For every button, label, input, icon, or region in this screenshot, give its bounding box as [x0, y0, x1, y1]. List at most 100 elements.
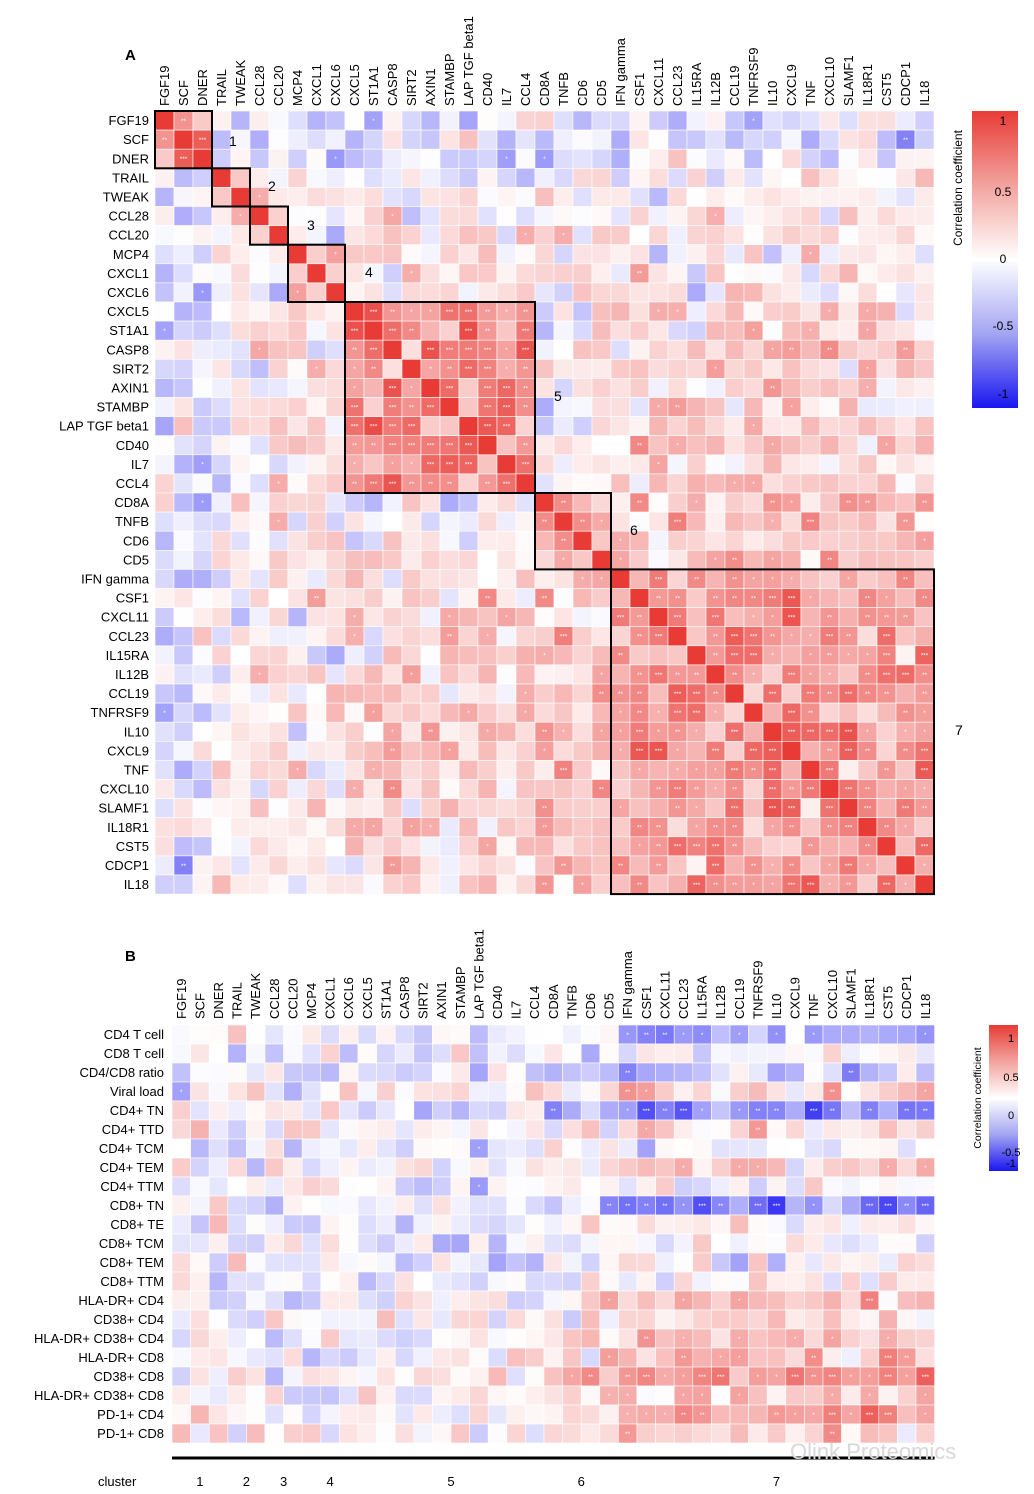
heatmap-a-cell	[895, 473, 916, 494]
heatmap-a-cell	[591, 855, 612, 876]
heatmap-b-cell	[915, 1252, 935, 1273]
significance-star: **	[352, 443, 358, 450]
significance-star: **	[485, 595, 491, 602]
heatmap-b-cell	[673, 1119, 694, 1140]
heatmap-a-cell	[211, 721, 232, 742]
heatmap-b-cell	[543, 1062, 563, 1083]
significance-star: *	[695, 500, 698, 507]
heatmap-a-cell	[553, 817, 574, 838]
heatmap-a-cell	[629, 282, 650, 303]
significance-star: **	[713, 825, 719, 832]
heatmap-a-cell	[534, 282, 555, 303]
heatmap-b-cell	[673, 1252, 694, 1273]
heatmap-a-cell	[591, 645, 612, 666]
heatmap-a-cell	[743, 282, 764, 303]
heatmap-a-cell	[686, 378, 707, 398]
col-label-a-cxcl6: CXCL6	[328, 64, 343, 106]
heatmap-b-cell	[264, 1081, 284, 1102]
heatmap-a-cell	[686, 129, 707, 150]
heatmap-b-cell	[227, 1271, 247, 1292]
heatmap-b-cell	[562, 1176, 582, 1197]
significance-star: *	[831, 1336, 834, 1343]
heatmap-b-cell	[878, 1309, 898, 1330]
significance-star: *	[505, 347, 508, 354]
heatmap-a-cell	[743, 397, 764, 417]
heatmap-a-cell	[572, 397, 593, 417]
heatmap-a-cell	[230, 721, 251, 742]
heatmap-a-cell	[686, 454, 707, 475]
heatmap-a-cell	[211, 855, 232, 876]
heatmap-b-cell	[748, 1328, 768, 1349]
heatmap-b-cell	[357, 1423, 377, 1444]
heatmap-a-cell	[458, 798, 479, 818]
heatmap-b-cell	[618, 1214, 638, 1235]
heatmap-a-cell	[382, 664, 403, 685]
heatmap-a-cell	[401, 168, 422, 188]
heatmap-a-cell	[591, 148, 612, 169]
significance-star: **	[551, 1108, 557, 1115]
heatmap-a-cell	[344, 664, 365, 685]
heatmap-a-cell	[154, 225, 175, 246]
watermark: Olink Proteomics	[790, 1439, 956, 1464]
heatmap-a-cell	[363, 779, 384, 799]
heatmap-b-cell	[878, 1081, 898, 1102]
heatmap-b-cell	[283, 1233, 303, 1254]
heatmap-b-cell	[562, 1309, 582, 1330]
heatmap-b-cell	[450, 1328, 470, 1349]
heatmap-a-cell	[895, 320, 916, 341]
heatmap-b-cell	[580, 1195, 601, 1216]
heatmap-a-cell	[496, 874, 517, 895]
heatmap-b-cell	[804, 1385, 824, 1406]
significance-star: ***	[883, 653, 891, 660]
significance-star: *	[486, 844, 489, 851]
col-label-b-scf: SCF	[192, 993, 207, 1019]
heatmap-a-cell	[534, 683, 555, 704]
heatmap-a-cell	[705, 244, 726, 265]
significance-star: *	[581, 882, 584, 889]
row-label-a-cxcl11: CXCL11	[101, 610, 149, 625]
heatmap-a-cell	[838, 836, 859, 857]
heatmap-a-cell	[895, 760, 916, 780]
heatmap-b-cell	[711, 1252, 731, 1273]
heatmap-b-cell	[413, 1157, 433, 1178]
col-label-a-il12b: IL12B	[708, 72, 723, 106]
heatmap-a-cell	[477, 244, 498, 265]
significance-star: **	[523, 443, 529, 450]
heatmap-a-cell	[914, 607, 935, 627]
heatmap-a-cell	[382, 626, 403, 647]
significance-star: **	[485, 309, 491, 316]
significance-star: *	[809, 653, 812, 660]
significance-star: *	[738, 1032, 741, 1039]
heatmap-a-cell	[572, 110, 593, 131]
heatmap-b-cell	[562, 1214, 582, 1235]
heatmap-b-cell	[487, 1195, 508, 1216]
col-label-b-tnf: TNF	[806, 994, 821, 1019]
cluster-axis-label: cluster	[98, 1474, 137, 1489]
heatmap-a-cell	[230, 702, 251, 723]
heatmap-a-cell	[401, 645, 422, 666]
heatmap-a-cell	[667, 378, 688, 398]
heatmap-a-cell	[249, 282, 270, 303]
heatmap-a-cell	[724, 855, 745, 876]
significance-star: ***	[465, 347, 473, 354]
panel-label-a: A	[125, 47, 136, 64]
heatmap-a-cell	[762, 473, 783, 494]
heatmap-a-cell	[268, 435, 289, 456]
heatmap-b-cell	[506, 1214, 526, 1235]
heatmap-a-cell	[230, 492, 251, 513]
significance-star: *	[866, 653, 869, 660]
heatmap-b-cell	[822, 1119, 842, 1140]
heatmap-a-cell	[230, 416, 251, 437]
heatmap-a-cell	[724, 683, 745, 704]
heatmap-b-cell	[655, 1157, 675, 1178]
col-label-b-cd6: CD6	[583, 993, 598, 1019]
heatmap-b-cell	[227, 1347, 247, 1368]
heatmap-a-cell	[382, 168, 403, 188]
significance-star: ***	[864, 805, 872, 812]
heatmap-a-cell	[572, 626, 593, 647]
row-label-a-fgf19: FGF19	[109, 113, 149, 128]
heatmap-a-cell	[648, 607, 669, 627]
heatmap-a-cell	[496, 511, 517, 532]
heatmap-b-cell	[748, 1309, 768, 1330]
heatmap-a-cell	[287, 817, 308, 838]
